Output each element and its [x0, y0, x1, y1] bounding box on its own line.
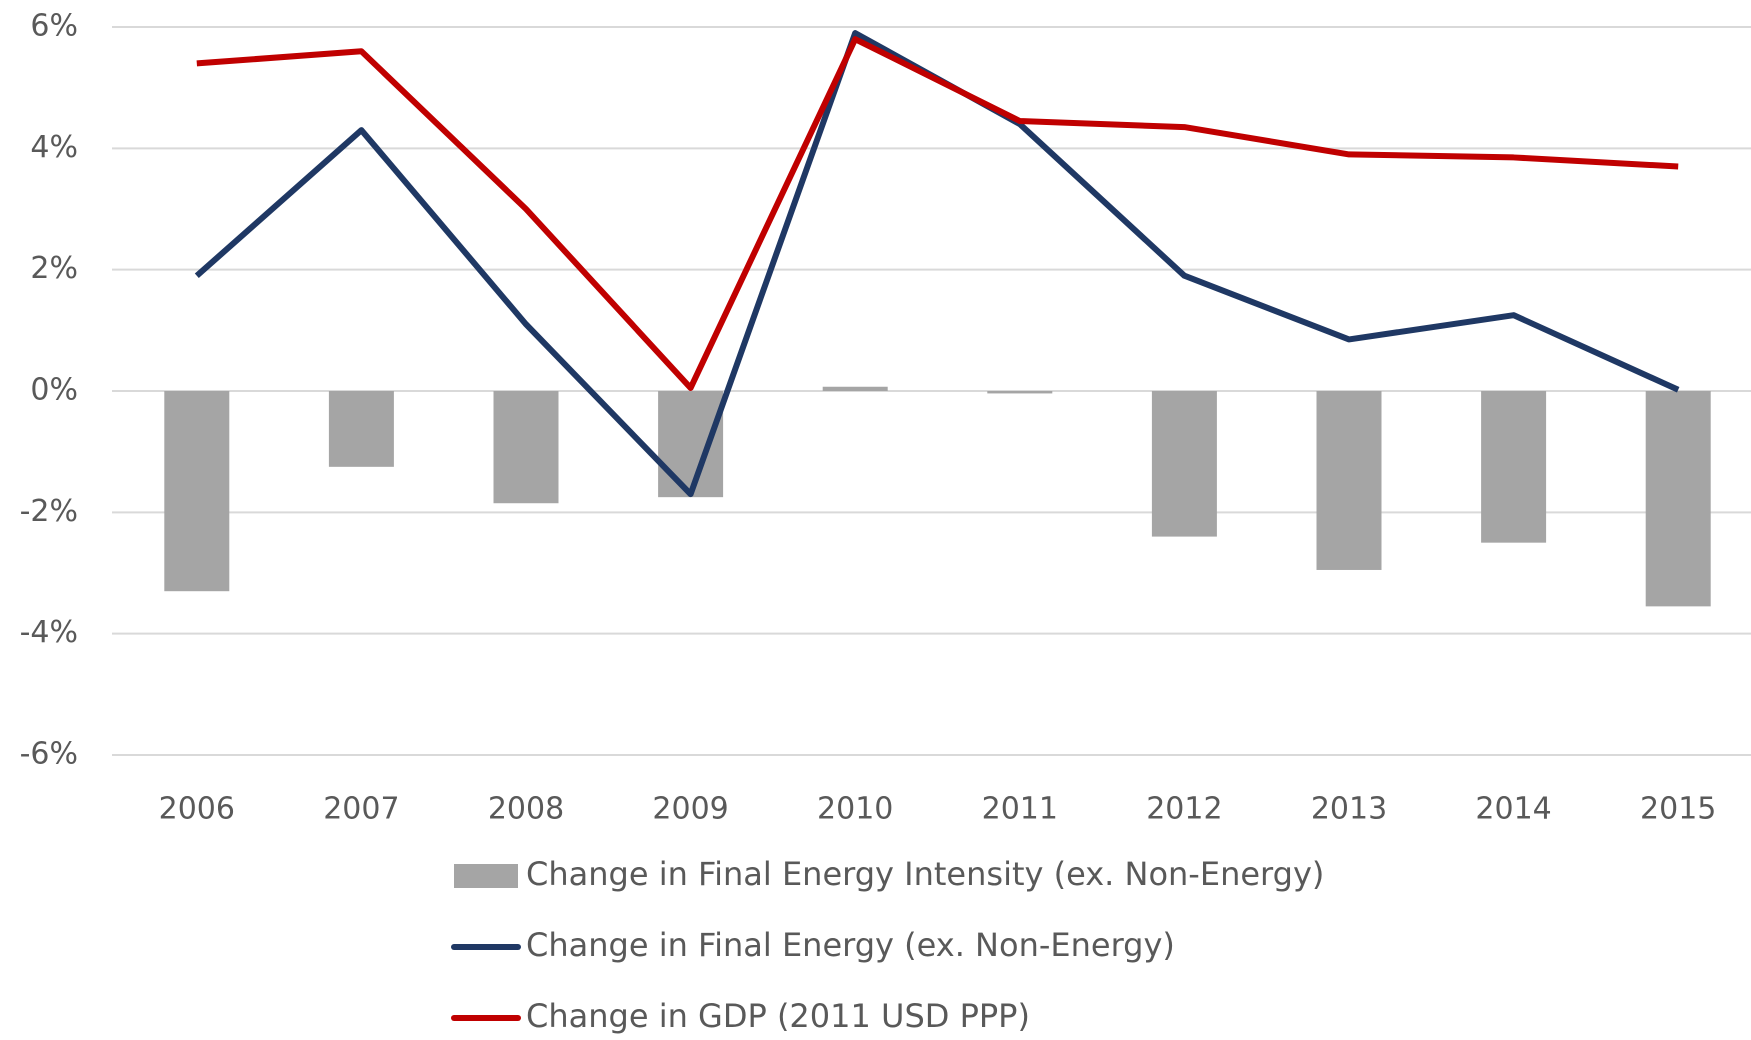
- bar: [987, 391, 1053, 394]
- bar: [1151, 391, 1217, 537]
- y-tick-label: 2%: [30, 251, 78, 286]
- x-tick-label: 2015: [1640, 792, 1716, 827]
- bar: [328, 391, 394, 467]
- line: [194, 30, 1680, 498]
- bar: [822, 386, 888, 391]
- x-tick-label: 2012: [1146, 792, 1222, 827]
- bar: [493, 391, 559, 504]
- bar: [1645, 391, 1711, 607]
- x-tick-label: 2010: [817, 792, 893, 827]
- legend-label: Change in Final Energy Intensity (ex. No…: [526, 855, 1324, 893]
- bar: [1481, 391, 1547, 543]
- bar: [1316, 391, 1382, 570]
- legend-label: Change in Final Energy (ex. Non-Energy): [526, 926, 1175, 964]
- bar: [658, 391, 724, 498]
- y-tick-label: -6%: [20, 737, 78, 772]
- x-tick-label: 2011: [982, 792, 1058, 827]
- legend-label: Change in GDP (2011 USD PPP): [526, 997, 1030, 1035]
- y-tick-label: 0%: [30, 373, 78, 408]
- bar: [164, 391, 230, 592]
- y-tick-label: 6%: [30, 9, 78, 44]
- y-tick-label: -4%: [20, 615, 78, 650]
- x-tick-label: 2008: [488, 792, 564, 827]
- x-tick-label: 2009: [652, 792, 728, 827]
- x-tick-label: 2007: [323, 792, 399, 827]
- x-tick-label: 2014: [1475, 792, 1551, 827]
- x-tick-label: 2013: [1311, 792, 1387, 827]
- line: [196, 36, 1679, 391]
- y-tick-label: -2%: [20, 494, 78, 529]
- y-tick-label: 4%: [30, 130, 78, 165]
- legend-swatch: [454, 864, 518, 888]
- x-tick-label: 2006: [159, 792, 235, 827]
